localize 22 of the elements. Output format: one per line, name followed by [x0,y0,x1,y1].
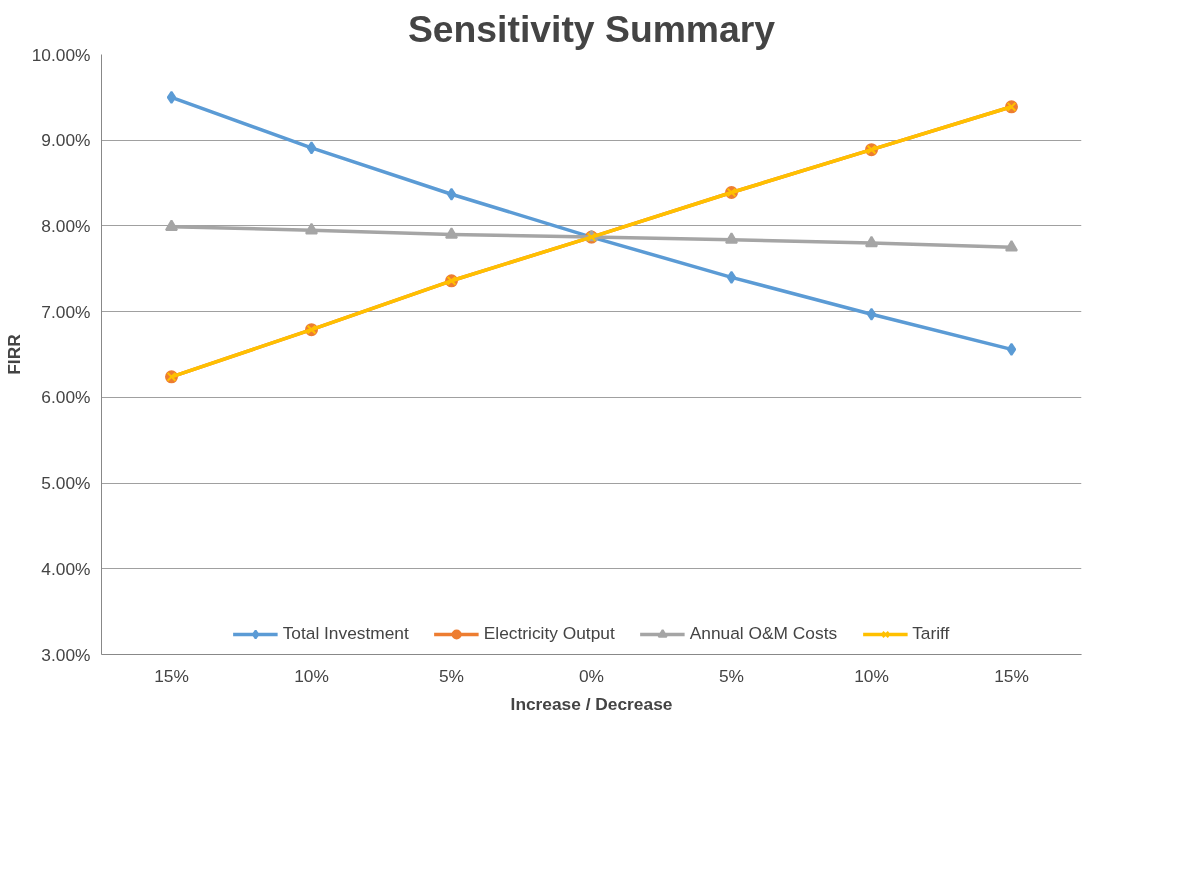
legend-label: Tariff [912,623,950,644]
y-tick-label: 8.00% [41,215,91,236]
y-tick-label: 7.00% [41,301,91,322]
y-axis-title: FIRR [3,333,24,375]
x-tick-label: 0% [578,665,605,686]
x-tick-label: 5% [718,665,745,686]
y-tick-label: 6.00% [41,387,91,408]
x-tick-label: 15% [994,665,1029,686]
y-tick-label: 9.00% [41,130,91,151]
y-tick-label: 5.00% [41,473,91,494]
x-tick-label: 5% [438,665,465,686]
y-tick-label: 3.00% [41,644,91,665]
legend-label: Electricity Output [483,623,615,644]
x-axis-title: Increase / Decrease [510,693,673,714]
y-tick-label: 4.00% [41,558,91,579]
chart-title: Sensitivity Summary [407,7,776,50]
x-tick-label: 10% [294,665,329,686]
y-tick-label: 10.00% [31,44,91,65]
x-tick-label: 15% [154,665,189,686]
x-tick-label: 10% [854,665,889,686]
legend-label: Annual O&M Costs [689,623,838,644]
legend-label: Total Investment [282,623,409,644]
